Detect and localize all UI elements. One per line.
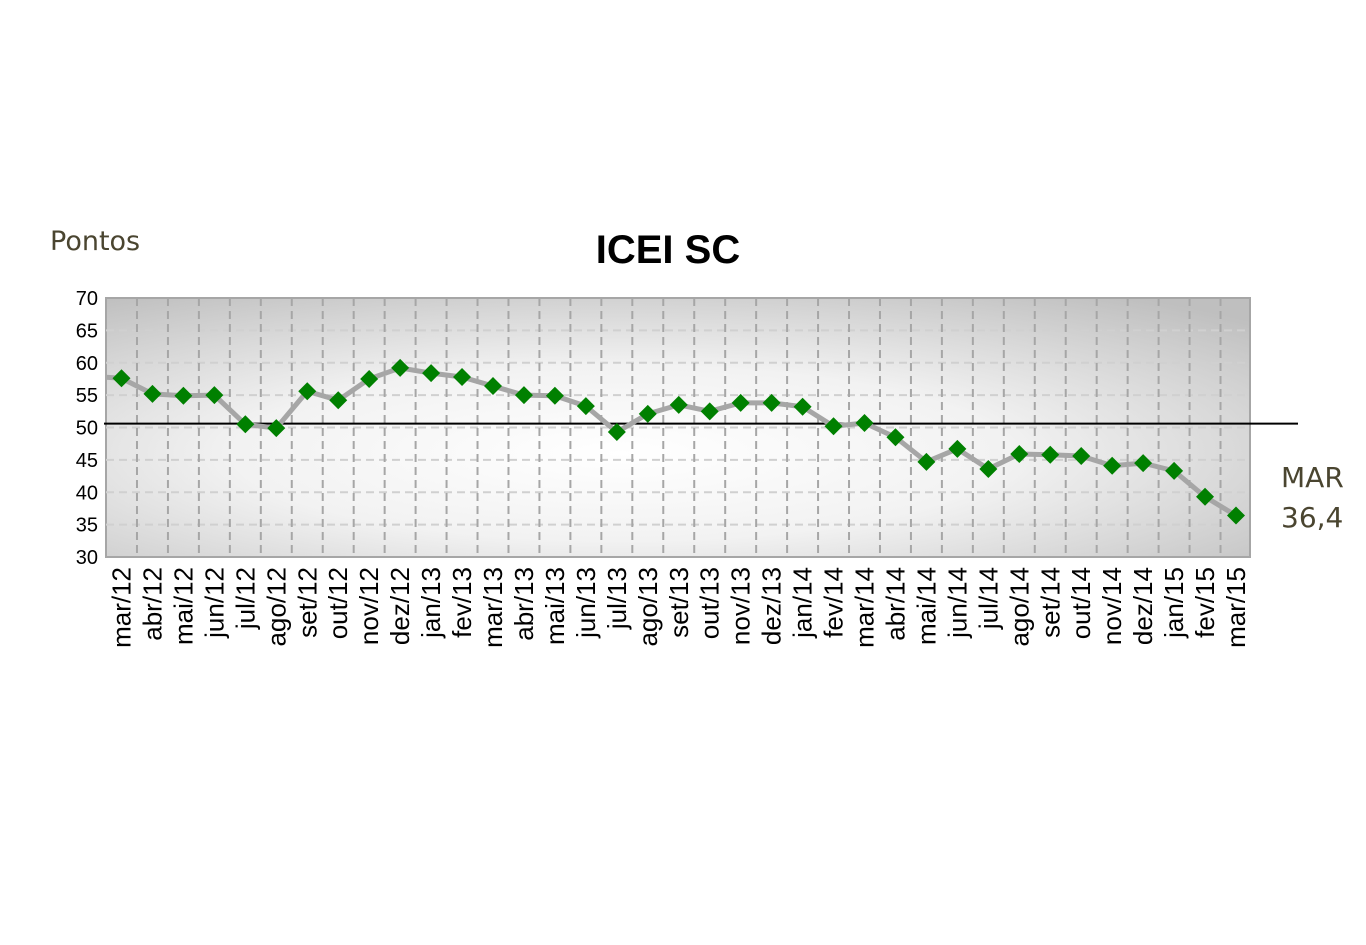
- data-point-marker: [638, 404, 657, 423]
- data-point-marker: [576, 397, 595, 416]
- data-point-marker: [793, 397, 812, 416]
- x-tick-label: mar/13: [478, 567, 508, 648]
- x-tick-label: nov/14: [1097, 567, 1127, 645]
- x-tick-label: fev/13: [447, 567, 477, 638]
- data-point-marker: [979, 459, 998, 478]
- x-tick-label: jan/13: [416, 567, 446, 639]
- x-tick-label: jun/14: [942, 567, 972, 639]
- data-point-marker: [112, 369, 131, 388]
- y-tick-label: 50: [76, 418, 98, 440]
- data-point-marker: [1227, 506, 1245, 525]
- data-point-marker: [762, 393, 781, 412]
- data-point-marker: [917, 452, 936, 471]
- x-tick-label: ago/13: [633, 567, 663, 647]
- data-point-marker: [1072, 446, 1091, 465]
- x-tick-label: jan/15: [1159, 567, 1189, 639]
- x-tick-label: abr/13: [509, 567, 539, 641]
- y-tick-label: 70: [76, 288, 98, 310]
- data-point-marker: [329, 391, 348, 410]
- x-tick-label: jul/12: [230, 567, 260, 630]
- data-point-marker: [514, 386, 533, 405]
- data-point-marker: [267, 419, 286, 438]
- x-tick-label: nov/13: [726, 567, 756, 645]
- data-point-marker: [669, 395, 688, 414]
- chart-title: ICEI SC: [595, 228, 741, 272]
- data-point-marker: [731, 393, 750, 412]
- x-tick-label: fev/14: [819, 567, 849, 638]
- x-tick-label: out/13: [695, 567, 725, 639]
- data-point-marker: [1134, 454, 1153, 473]
- data-point-marker: [205, 386, 224, 405]
- x-tick-label: jan/14: [788, 567, 818, 639]
- x-tick-label: dez/14: [1128, 567, 1158, 645]
- x-tick-label: dez/12: [385, 567, 415, 645]
- y-tick-label: 65: [76, 320, 98, 342]
- x-tick-label: ago/12: [261, 567, 291, 647]
- x-tick-label: jul/14: [973, 567, 1003, 630]
- x-tick-label: set/14: [1035, 567, 1065, 638]
- x-tick-label: mar/15: [1221, 567, 1251, 648]
- y-tick-label: 55: [76, 385, 98, 407]
- y-tick-label: 30: [76, 547, 98, 569]
- data-point-marker: [143, 384, 162, 403]
- data-point-marker: [1196, 487, 1215, 506]
- data-point-marker: [360, 369, 379, 388]
- y-axis-label: Pontos: [50, 226, 141, 257]
- x-tick-label: out/12: [323, 567, 353, 639]
- last-value-annotation: MAR 36,4: [1281, 458, 1344, 538]
- data-point-marker: [700, 402, 719, 421]
- data-point-marker: [298, 382, 317, 401]
- data-point-marker: [236, 415, 255, 434]
- annotation-value: 36,4: [1281, 501, 1344, 534]
- data-point-marker: [453, 367, 472, 386]
- data-point-marker: [824, 417, 843, 436]
- y-tick-label: 35: [76, 515, 98, 537]
- x-tick-label: ago/14: [1004, 567, 1034, 647]
- x-tick-label: mar/12: [107, 567, 137, 648]
- data-point-marker: [174, 386, 193, 405]
- x-tick-label: fev/15: [1190, 567, 1220, 638]
- x-tick-label: mai/12: [168, 567, 198, 645]
- x-tick-label: abr/12: [137, 567, 167, 641]
- data-point-marker: [855, 413, 874, 432]
- x-tick-label: mai/14: [911, 567, 941, 645]
- x-tick-label: set/13: [664, 567, 694, 638]
- data-point-marker: [391, 358, 410, 377]
- data-point-marker: [607, 423, 626, 442]
- x-tick-label: mai/13: [540, 567, 570, 645]
- x-tick-label: abr/14: [880, 567, 910, 641]
- data-point-marker: [422, 364, 441, 383]
- data-point-marker: [1041, 445, 1060, 464]
- data-point-marker: [1010, 445, 1029, 464]
- data-point-marker: [484, 377, 502, 396]
- x-tick-label: mar/14: [850, 567, 880, 648]
- x-tick-label: jun/12: [199, 567, 229, 639]
- x-tick-label: out/14: [1066, 567, 1096, 639]
- x-tick-label: jul/13: [602, 567, 632, 630]
- data-point-marker: [886, 428, 905, 447]
- x-tick-label: nov/12: [354, 567, 384, 645]
- data-point-marker: [545, 386, 564, 405]
- x-tick-label: jun/13: [571, 567, 601, 639]
- data-point-marker: [948, 439, 967, 458]
- y-tick-label: 45: [76, 450, 98, 472]
- annotation-month: MAR: [1281, 461, 1344, 494]
- y-tick-label: 60: [76, 353, 98, 375]
- data-point-marker: [1165, 461, 1184, 480]
- x-tick-label: set/12: [292, 567, 322, 638]
- data-point-marker: [1103, 456, 1122, 475]
- y-tick-label: 40: [76, 482, 98, 504]
- x-tick-label: dez/13: [757, 567, 787, 645]
